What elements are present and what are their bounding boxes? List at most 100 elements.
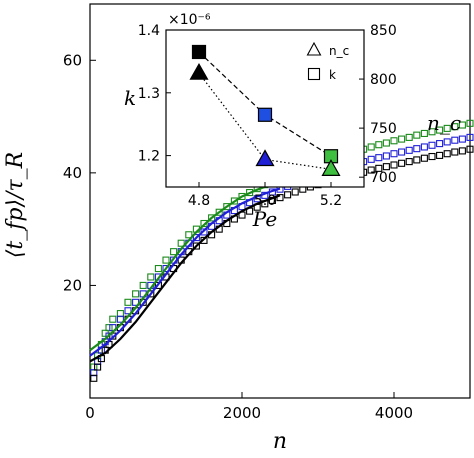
data-point	[443, 138, 451, 146]
fit-line	[89, 187, 281, 357]
data-point	[405, 146, 413, 154]
legend-label: k	[329, 68, 336, 82]
inset-y2-tick-label: 850	[370, 23, 397, 39]
data-point	[420, 129, 428, 138]
data-point	[458, 121, 466, 129]
data-point	[413, 131, 421, 139]
data-point	[375, 164, 383, 172]
data-point	[132, 290, 140, 298]
inset-y-tick-label: 1.2	[138, 149, 160, 165]
data-point	[192, 234, 200, 242]
data-point	[170, 248, 178, 256]
y-tick-label: 40	[63, 164, 82, 182]
data-point	[466, 145, 474, 153]
data-point	[147, 273, 155, 281]
fit-line	[89, 180, 281, 352]
data-point	[162, 256, 170, 264]
data-point	[230, 197, 238, 205]
data-point	[284, 191, 292, 199]
data-point	[105, 332, 113, 340]
data-point	[382, 139, 390, 147]
data-point	[398, 159, 406, 167]
data-point	[390, 137, 398, 145]
data-point	[405, 133, 413, 141]
data-point	[466, 133, 474, 141]
y-axis-title: ⟨t_fp⟩/τ_R	[3, 152, 28, 258]
inset-y-axis-title: k	[124, 86, 136, 110]
inset-k-marker	[191, 44, 207, 60]
data-point	[451, 148, 459, 156]
data-point	[375, 141, 383, 149]
data-point	[398, 135, 406, 143]
inset-y2-axis-title: n_c	[427, 111, 461, 135]
inset-nc-marker	[255, 149, 275, 167]
data-point	[215, 208, 223, 216]
legend-label: n_c	[329, 44, 349, 58]
data-point	[375, 154, 383, 162]
legend-marker-square	[307, 67, 321, 81]
data-point	[367, 166, 375, 174]
data-point	[382, 163, 390, 171]
data-point	[109, 315, 117, 323]
inset-k-marker	[257, 107, 273, 122]
data-point	[105, 324, 113, 332]
data-point	[390, 161, 398, 169]
inset-y-multiplier: ×10⁻⁶	[168, 12, 211, 28]
data-point	[428, 152, 436, 161]
inset-y-tick-label: 1.4	[138, 23, 160, 39]
fit-line	[89, 194, 281, 363]
data-point	[185, 231, 193, 239]
inset-x-tick-label: 4.8	[188, 193, 210, 209]
x-tick-label: 4000	[375, 404, 413, 422]
data-point	[451, 136, 459, 144]
data-point	[367, 143, 375, 151]
data-point	[124, 307, 132, 315]
data-point	[238, 192, 246, 201]
data-point	[443, 150, 451, 158]
data-point	[139, 281, 147, 289]
data-point	[413, 145, 421, 153]
inset-y-tick-label: 1.3	[138, 86, 160, 102]
data-point	[458, 147, 466, 155]
data-point	[177, 239, 185, 247]
inset-x-tick-label: 5.0	[254, 193, 276, 209]
data-point	[208, 214, 216, 222]
data-point	[367, 155, 375, 163]
x-axis-title: n	[273, 429, 287, 454]
x-tick-label: 2000	[223, 404, 261, 422]
data-point	[413, 156, 421, 164]
data-point	[436, 126, 444, 134]
inset-x-tick-label: 5.2	[320, 193, 342, 209]
data-point	[223, 203, 231, 211]
inset-y2-tick-label: 750	[370, 121, 397, 137]
main-plot-frame	[89, 3, 471, 399]
inset-x-axis-title: Pe	[252, 207, 277, 231]
data-point	[436, 151, 444, 159]
data-point	[192, 242, 200, 250]
data-point	[428, 141, 436, 149]
inset-y2-tick-label: 800	[370, 72, 397, 88]
legend-marker-triangle	[306, 41, 322, 56]
data-point	[398, 148, 406, 156]
data-point	[124, 298, 132, 306]
inset-nc-marker	[321, 159, 341, 176]
inset-nc-marker	[189, 62, 209, 80]
y-tick-label: 60	[63, 51, 82, 69]
y-tick-label: 20	[63, 276, 82, 294]
data-point	[154, 264, 162, 273]
data-point	[466, 119, 474, 127]
data-point	[428, 128, 436, 136]
data-point	[382, 152, 390, 160]
data-point	[116, 315, 124, 323]
inset-y2-tick-label: 700	[370, 170, 397, 186]
data-point	[443, 124, 451, 132]
data-point	[458, 135, 466, 143]
data-point	[94, 363, 102, 371]
data-point	[420, 154, 428, 162]
data-point	[291, 188, 299, 196]
data-point	[90, 374, 98, 382]
data-point	[420, 143, 428, 151]
x-tick-label: 0	[85, 404, 95, 422]
